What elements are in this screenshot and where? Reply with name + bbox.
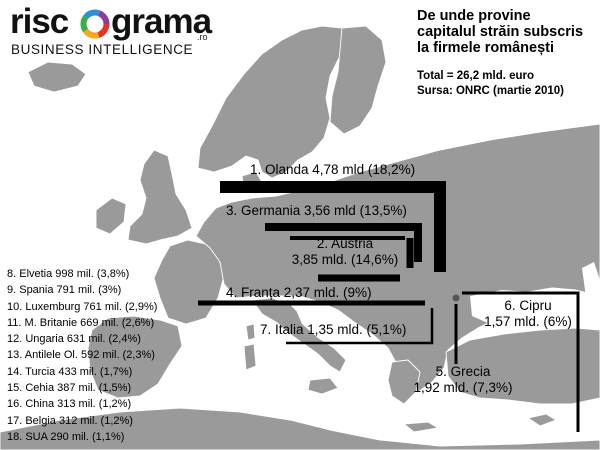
land-north-africa <box>0 407 600 450</box>
list-item: 18. SUA 290 mil. (1,1%) <box>7 430 125 443</box>
flow-line-germania <box>265 223 422 262</box>
flow-label-cipru: 6. Cipru 1,57 mld. (6%) <box>480 298 576 330</box>
flow-label-germania: 3. Germania 3,56 mld (13,5%) <box>226 203 407 219</box>
land-iceland <box>27 61 87 93</box>
black-sea <box>470 290 548 324</box>
flow-label-austria: 2. Austria 3,85 mld. (14,6%) <box>285 236 405 268</box>
land-iberia <box>87 315 183 399</box>
flow-label-text: 3. Germania 3,56 mld (13,5%) <box>226 203 407 218</box>
caspian-sea <box>582 262 600 320</box>
list-item: 17. Belgia 312 mil. (1,2%) <box>7 414 133 427</box>
flow-label-text: 4. Franța 2,37 mld. (9%) <box>226 285 372 300</box>
land-crete <box>403 421 439 433</box>
flow-label-grecia: 5. Grecia 1,92 mld. (7,3%) <box>410 364 516 396</box>
land-sicily <box>307 377 339 395</box>
romania-marker <box>452 294 460 302</box>
flow-label-text: 1. Olanda 4,78 mld (18,2%) <box>250 162 416 177</box>
land-great-britain <box>127 149 193 245</box>
logo-tagline: BUSINESS INTELLIGENCE <box>11 42 194 57</box>
land-anatolia <box>445 327 600 405</box>
list-item: 9. Spania 791 mil. (3%) <box>7 284 122 297</box>
baltic-sea <box>284 140 352 186</box>
flow-label-text: 6. Cipru <box>504 298 552 313</box>
flow-line-cipru <box>462 291 580 432</box>
land-corsica <box>245 323 256 341</box>
flow-label-text: 1,92 mld. (7,3%) <box>413 380 513 395</box>
land-finland <box>329 25 387 135</box>
list-item: 8. Elvetia 998 mil. (3,8%) <box>7 268 130 280</box>
flow-label-text: 5. Grecia <box>435 364 491 379</box>
flow-line-italia <box>286 308 434 345</box>
title-line: la firmele românești <box>417 40 554 56</box>
list-item: 15. Cehia 387 mil. (1,5%) <box>7 382 132 395</box>
land-sardinia <box>243 343 257 371</box>
land-italy <box>251 297 347 373</box>
logo-ring-icon <box>80 9 110 39</box>
flow-label-text: 3,85 mld. (14,6%) <box>291 252 399 267</box>
adriatic-sea <box>296 310 342 350</box>
flow-label-text: 2. Austria <box>316 236 374 251</box>
list-item: 16. China 313 mil. (1,2%) <box>7 398 132 411</box>
land-greece <box>387 359 421 405</box>
other-countries-list: 8. Elvetia 998 mil. (3,8%) 9. Spania 791… <box>7 266 157 445</box>
list-item: 11. M. Britanie 669 mil. (2,6%) <box>7 316 155 329</box>
list-item: 14. Turcia 433 mil. (1,7%) <box>7 365 133 378</box>
logo-text-grama: grama <box>111 2 212 41</box>
flow-label-text: 1,57 mld. (6%) <box>484 314 572 329</box>
list-item: 13. Antilele Ol. 592 mil. (2,3%) <box>7 349 155 362</box>
flow-line-olanda <box>220 181 446 272</box>
title-line: De unde provine <box>417 8 531 24</box>
land-scandinavia <box>197 25 351 179</box>
list-item: 10. Luxemburg 761 mil. (2,9%) <box>7 300 158 313</box>
list-item: 12. Ungaria 631 mil. (2,4%) <box>7 333 141 346</box>
flow-label-italia: 7. Italia 1,35 mld. (5,1%) <box>260 322 406 338</box>
logo-text-risc: risc <box>10 2 69 41</box>
flow-label-franta: 4. Franța 2,37 mld. (9%) <box>226 285 372 301</box>
map-title: De unde provine capitalul străin subscri… <box>417 8 583 56</box>
land-ireland <box>95 197 127 235</box>
source-label: Sursa: ONRC (martie 2010) <box>417 85 564 97</box>
total-label: Total = 26,2 mld. euro <box>417 70 535 82</box>
land-cyprus <box>527 413 557 427</box>
title-line: capitalul străin subscris <box>417 24 584 40</box>
logo-tld: .ro <box>197 32 208 42</box>
flow-label-text: 7. Italia 1,35 mld. (5,1%) <box>260 322 407 337</box>
flow-label-olanda: 1. Olanda 4,78 mld (18,2%) <box>250 162 415 178</box>
